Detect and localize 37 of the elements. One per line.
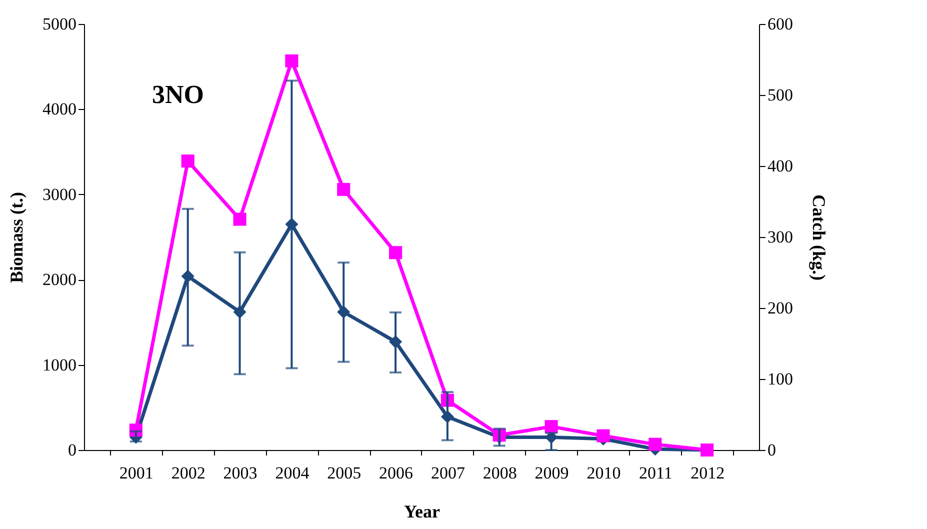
annotation: 3NO xyxy=(152,80,204,109)
point xyxy=(181,154,194,168)
y-axis-title: Biomass (t.) xyxy=(6,192,26,283)
y2-tick-label: 200 xyxy=(768,298,793,318)
y2-tick-label: 500 xyxy=(768,86,793,104)
y2-tick-label: 600 xyxy=(768,14,793,34)
x-tick-label: 2012 xyxy=(690,464,725,482)
y-tick-label: 4000 xyxy=(42,100,76,119)
point xyxy=(285,54,298,68)
x-tick-label: 2011 xyxy=(638,464,672,482)
y2-axis-title: Catch (kg.) xyxy=(809,194,829,280)
x-tick-label: 2007 xyxy=(430,464,466,482)
x-tick-label: 2004 xyxy=(275,464,310,482)
point xyxy=(337,182,350,196)
x-tick-label: 2005 xyxy=(327,464,362,482)
point xyxy=(648,438,662,451)
point xyxy=(596,429,610,442)
point xyxy=(389,246,402,260)
y2-tick-label: 300 xyxy=(768,228,793,246)
y-tick-label: 3000 xyxy=(42,184,76,204)
x-tick-label: 2010 xyxy=(586,464,621,482)
x-tick-label: 2003 xyxy=(223,464,258,482)
x-tick-label: 2006 xyxy=(379,464,414,482)
x-tick-label: 2001 xyxy=(119,464,154,482)
x-tick-label: 2009 xyxy=(534,464,569,482)
y2-tick-label: 400 xyxy=(768,156,793,176)
x-tick-label: 2008 xyxy=(482,464,517,482)
y-tick-label: 0 xyxy=(68,440,76,460)
y2-tick-label: 0 xyxy=(768,440,776,460)
y-tick-label: 5000 xyxy=(42,14,76,34)
point xyxy=(233,212,246,226)
y-tick-label: 2000 xyxy=(42,270,76,290)
y2-tick-label: 100 xyxy=(768,370,793,388)
x-axis-title: Year xyxy=(404,502,440,522)
point xyxy=(544,420,558,434)
x-tick-label: 2002 xyxy=(171,464,206,482)
y-tick-label: 1000 xyxy=(42,355,76,374)
